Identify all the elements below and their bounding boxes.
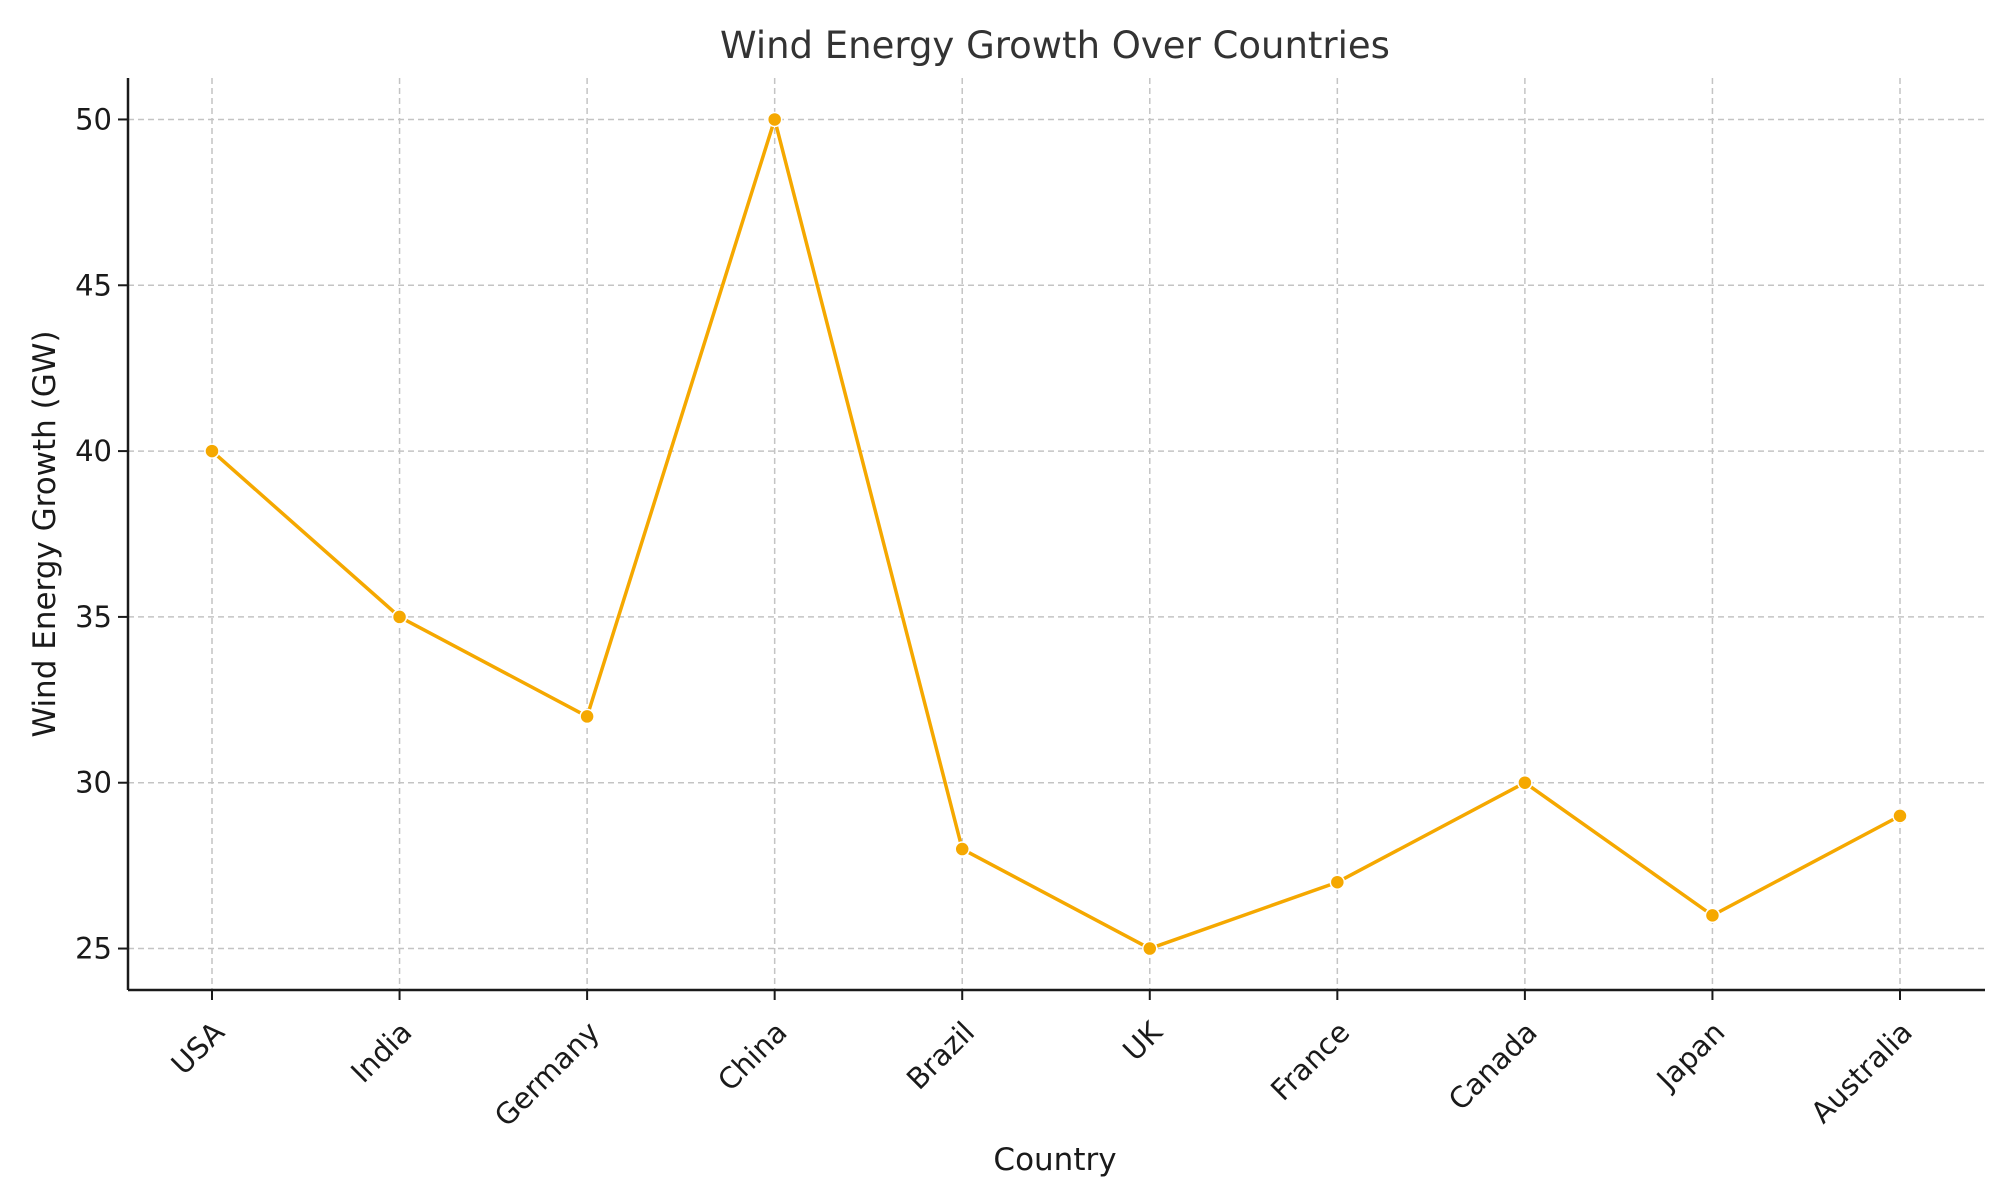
data-point	[1892, 808, 1908, 824]
x-tick-label: USA	[164, 1015, 231, 1082]
y-ticks: 25 30 35 40 45 50	[75, 102, 128, 966]
x-tick-label: Germany	[488, 1015, 606, 1133]
y-tick-label: 30	[75, 766, 112, 800]
series-layer	[204, 111, 1908, 957]
data-point	[1142, 940, 1158, 957]
x-tick-label: UK	[1116, 1014, 1169, 1067]
chart-title: Wind Energy Growth Over Countries	[720, 24, 1390, 67]
grid-lines	[128, 78, 1985, 990]
y-tick-label: 25	[75, 932, 112, 966]
y-tick-label: 35	[75, 600, 112, 634]
x-tick-label: Canada	[1442, 1015, 1544, 1117]
x-tick-label: Brazil	[900, 1015, 981, 1096]
data-point	[579, 708, 595, 725]
data-point	[1517, 774, 1533, 791]
data-point	[1704, 907, 1721, 924]
y-tick-label: 45	[75, 268, 112, 302]
x-tick-label: India	[344, 1015, 418, 1089]
x-axis-label: Country	[993, 1142, 1116, 1178]
x-tick-label: Japan	[1649, 1015, 1732, 1098]
data-point	[954, 841, 970, 857]
x-ticks: USA India Germany China Brazil UK France Canada…	[164, 990, 1919, 1133]
data-point	[204, 443, 220, 459]
x-tick-label: Australia	[1804, 1015, 1919, 1130]
data-point	[391, 609, 408, 625]
series-line	[210, 117, 1901, 951]
y-axis-label: Wind Energy Growth (GW)	[27, 330, 63, 737]
x-tick-label: China	[711, 1015, 794, 1098]
axes	[126, 78, 1985, 992]
data-point	[766, 111, 783, 128]
data-point	[1329, 874, 1346, 890]
y-tick-label: 40	[75, 434, 112, 468]
y-tick-label: 50	[75, 102, 112, 136]
x-tick-label: France	[1264, 1015, 1356, 1107]
